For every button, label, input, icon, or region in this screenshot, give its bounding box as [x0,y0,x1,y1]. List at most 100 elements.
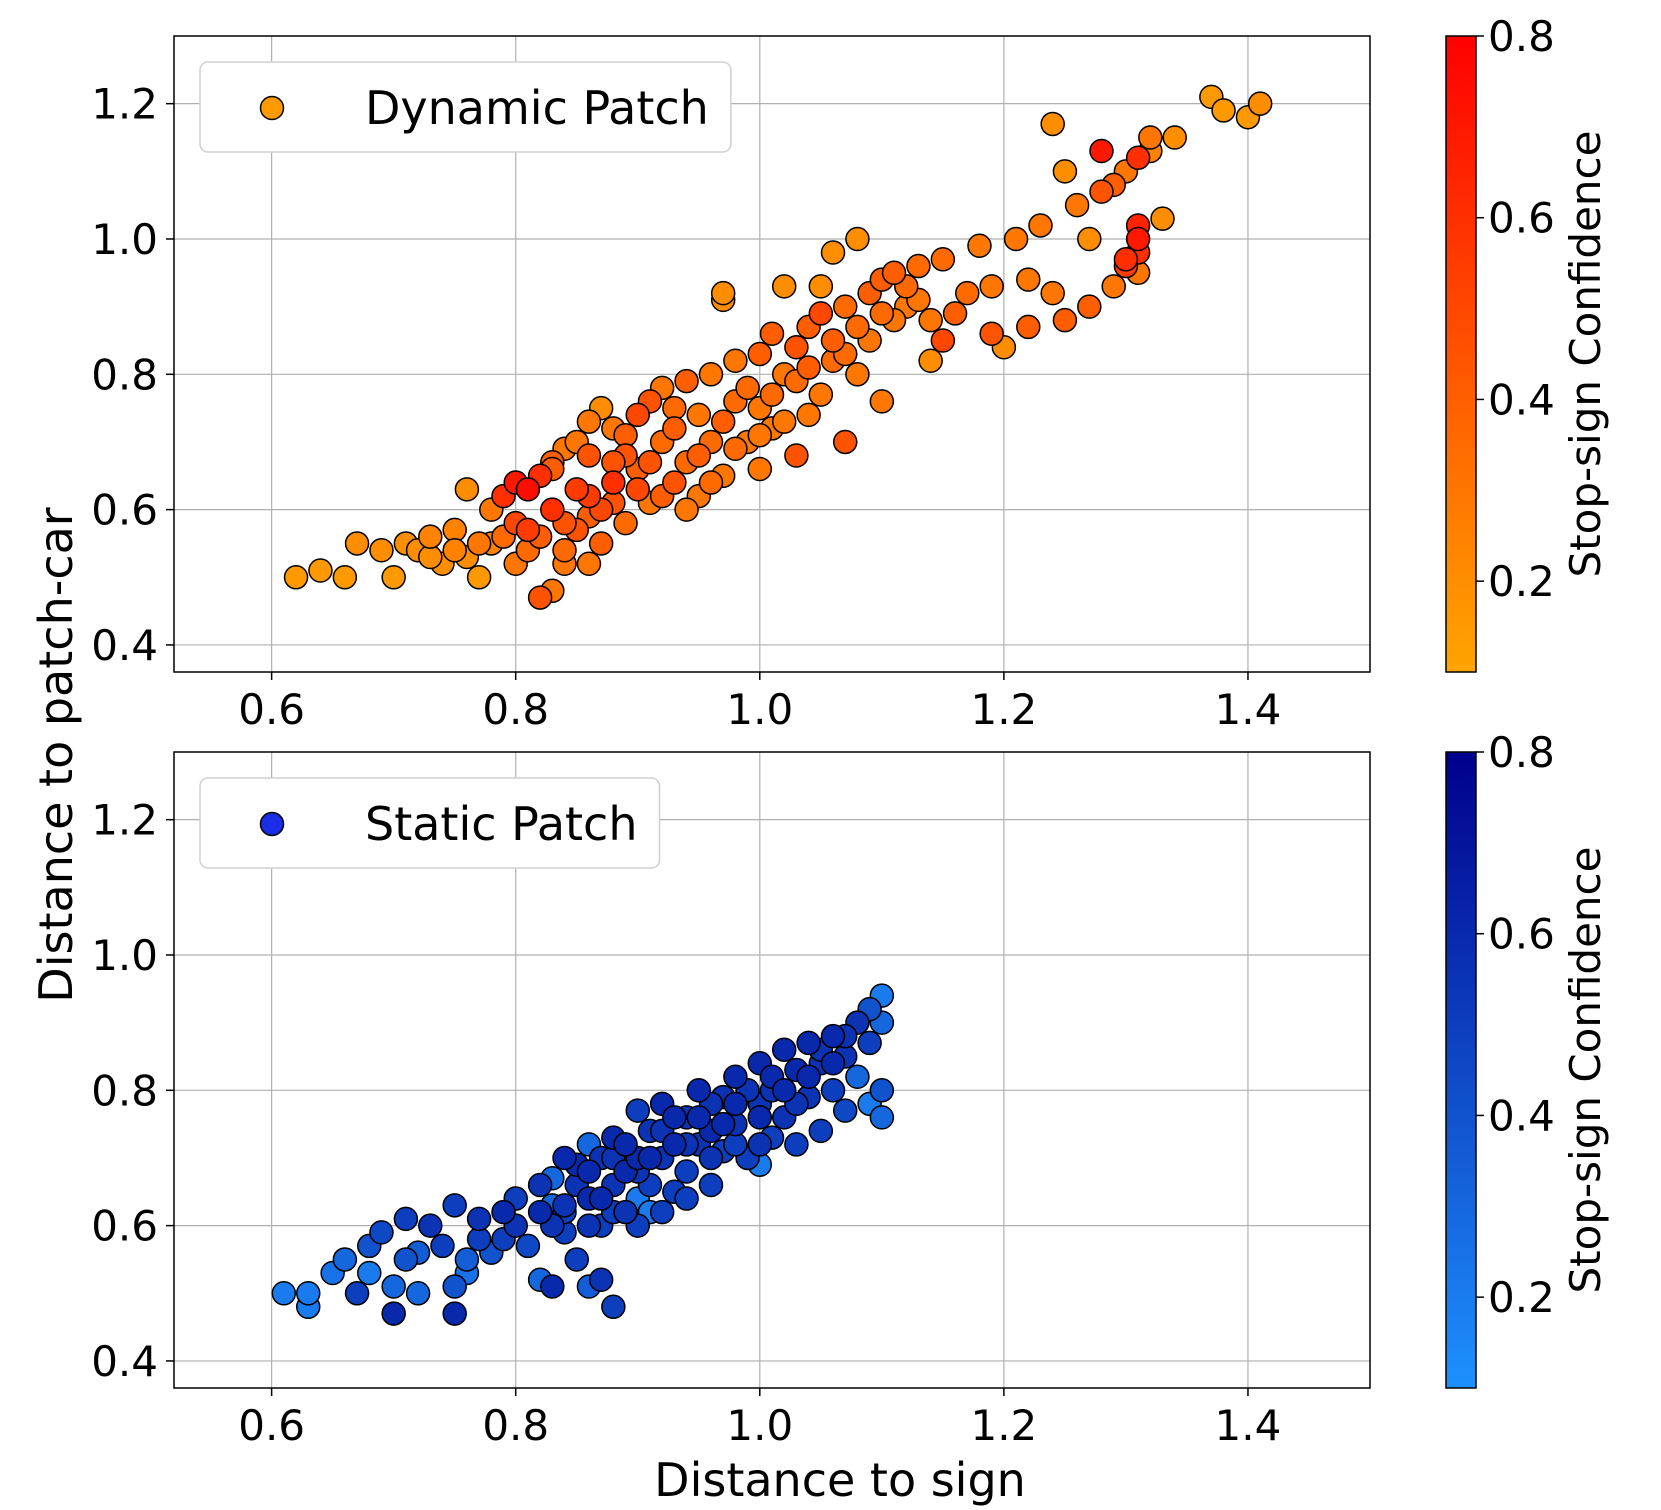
scatter-point [552,1145,577,1171]
scatter-point [662,416,687,441]
scatter-point [1247,91,1273,116]
scatter-point [686,1078,712,1103]
scatter-point [454,477,480,502]
scatter-point [1028,213,1053,238]
scatter-point [625,402,651,428]
colorbar-tick-label: 0.8 [1488,728,1555,777]
scatter-point [1125,145,1151,171]
scatter-point [442,1193,467,1218]
x-tick-label: 0.6 [238,685,305,734]
scatter-point [771,1078,797,1103]
scatter-points [283,84,1273,610]
scatter-point [662,1132,687,1157]
scatter-point [430,1233,455,1259]
scatter-point [979,274,1004,299]
scatter-point [1211,98,1236,123]
scatter-point [405,1281,431,1306]
scatter-point [784,443,809,468]
legend-label: Static Patch [365,797,638,851]
legend: Dynamic Patch [199,61,732,153]
scatter-point [332,1247,358,1272]
scatter-point [637,1145,663,1171]
scatter-point [613,510,638,536]
scatter-point [686,402,712,428]
scatter-point [832,1098,858,1123]
scatter-point [955,280,980,306]
x-tick-label: 1.2 [970,685,1037,734]
scatter-point [344,1281,370,1306]
x-tick-label: 1.2 [970,1401,1037,1450]
scatter-point [442,1274,467,1299]
scatter-point [820,328,846,353]
scatter-point [845,226,870,252]
scatter-point [357,1260,382,1286]
scatter-point [1016,267,1041,292]
scatter-point [1101,274,1126,299]
y-axis-title: Distance to patch-car [29,507,83,1003]
scatter-point [662,1105,687,1130]
x-axis-title: Distance to sign [654,1453,1026,1507]
plot-frame [173,35,1371,673]
scatter-point [1138,125,1163,150]
scatter-point [747,422,773,448]
scatter-points [271,983,895,1326]
scatter-point [564,477,589,502]
colorbar-gradient [1445,751,1477,1389]
scatter-point [808,301,834,326]
scatter-point [601,470,626,495]
scatter-point [674,368,699,394]
scatter-point [771,274,797,299]
scatter-point [1089,138,1114,164]
scatter-point [930,328,956,353]
colorbar-tick-label: 0.4 [1488,1091,1555,1140]
y-tick-label: 0.4 [91,621,158,670]
scatter-point [771,1037,797,1062]
scatter-point [491,1199,516,1225]
scatter-point [735,375,760,401]
scatter-point [1162,125,1187,150]
scatter-point [784,334,809,360]
legend-label: Dynamic Patch [365,81,709,135]
scatter-point [442,1301,467,1326]
scatter-point [295,1281,321,1306]
scatter-point [759,321,785,346]
scatter-point [308,558,333,583]
scatter-point [576,1159,602,1184]
scatter-point [723,348,748,374]
scatter-point [771,409,797,434]
scatter-point [747,456,773,482]
y-tick-label: 1.2 [91,796,158,845]
scatter-point [796,1064,821,1090]
x-tick-label: 1.4 [1215,685,1282,734]
scatter-point [820,240,846,265]
colorbar-title: Stop-sign Confidence [1561,847,1610,1294]
x-tick-label: 1.0 [726,1401,793,1450]
scatter-point [1077,294,1102,319]
y-tick-label: 0.4 [91,1337,158,1386]
scatter-point [747,341,773,367]
scatter-point [698,1145,724,1171]
scatter-point [820,1023,846,1049]
scatter-point [662,470,687,495]
y-tick-label: 1.2 [91,80,158,129]
scatter-point [796,1030,821,1056]
x-tick-label: 0.8 [482,1401,549,1450]
y-tick-label: 0.8 [91,350,158,399]
scatter-point [784,1132,809,1157]
scatter-point [552,537,577,563]
scatter-point [515,517,541,543]
colorbar-title: Stop-sign Confidence [1561,131,1610,578]
scatter-point [686,443,712,468]
scatter-point [845,1064,870,1090]
scatter-point [857,1030,882,1056]
scatter-point [344,531,370,556]
colorbar: 0.2 0.4 0.6 0.8 Stop-sign Confidence [1445,12,1610,673]
scatter-point [1040,111,1065,137]
scatter-point [979,321,1004,346]
scatter-point [674,1186,699,1211]
dynamic-patch-panel: 0.6 0.8 1.0 1.2 1.4 0.4 0.6 0.8 1.0 1.2 Dynamic Pa… [91,12,1610,734]
scatter-point [564,1247,589,1272]
scatter-point [906,253,931,279]
scatter-point [613,1199,638,1225]
